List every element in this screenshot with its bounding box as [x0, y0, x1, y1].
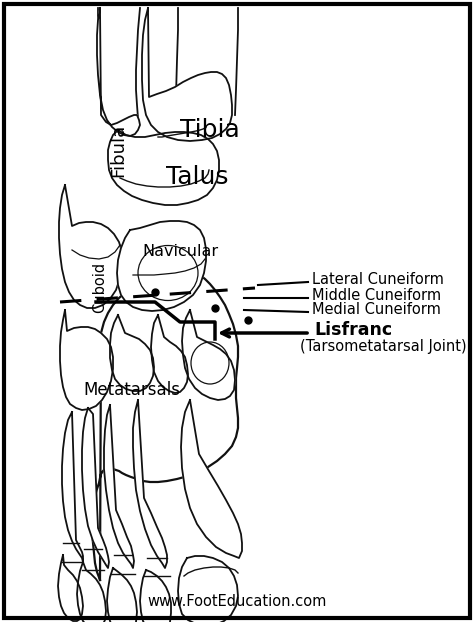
Polygon shape — [142, 8, 232, 141]
Text: Lisfranc: Lisfranc — [314, 321, 392, 339]
Polygon shape — [178, 556, 238, 622]
Text: www.FootEducation.com: www.FootEducation.com — [147, 595, 327, 610]
Text: Lateral Cuneiform: Lateral Cuneiform — [312, 271, 444, 287]
Polygon shape — [58, 555, 83, 621]
Text: Navicular: Navicular — [142, 244, 218, 259]
Polygon shape — [151, 315, 188, 393]
Polygon shape — [82, 408, 109, 568]
Polygon shape — [60, 310, 113, 410]
Polygon shape — [140, 570, 171, 622]
Text: Medial Cuneiform: Medial Cuneiform — [312, 302, 441, 317]
Polygon shape — [59, 185, 122, 308]
Text: Tibia: Tibia — [180, 118, 240, 142]
Polygon shape — [91, 269, 238, 580]
Text: Fibula: Fibula — [109, 123, 127, 177]
Polygon shape — [182, 310, 235, 400]
Polygon shape — [104, 405, 134, 568]
Polygon shape — [110, 315, 154, 391]
Text: Middle Cuneiform: Middle Cuneiform — [312, 287, 441, 302]
Text: (Tarsometatarsal Joint): (Tarsometatarsal Joint) — [300, 338, 466, 353]
Polygon shape — [117, 221, 206, 311]
Polygon shape — [108, 130, 219, 205]
Polygon shape — [107, 568, 137, 622]
Polygon shape — [97, 8, 140, 136]
Text: Metatarsals: Metatarsals — [83, 381, 181, 399]
Polygon shape — [62, 412, 83, 562]
Polygon shape — [133, 400, 167, 568]
Text: Cuboid: Cuboid — [92, 261, 108, 313]
Text: Talus: Talus — [166, 165, 228, 189]
Polygon shape — [77, 562, 106, 622]
Polygon shape — [181, 400, 242, 558]
